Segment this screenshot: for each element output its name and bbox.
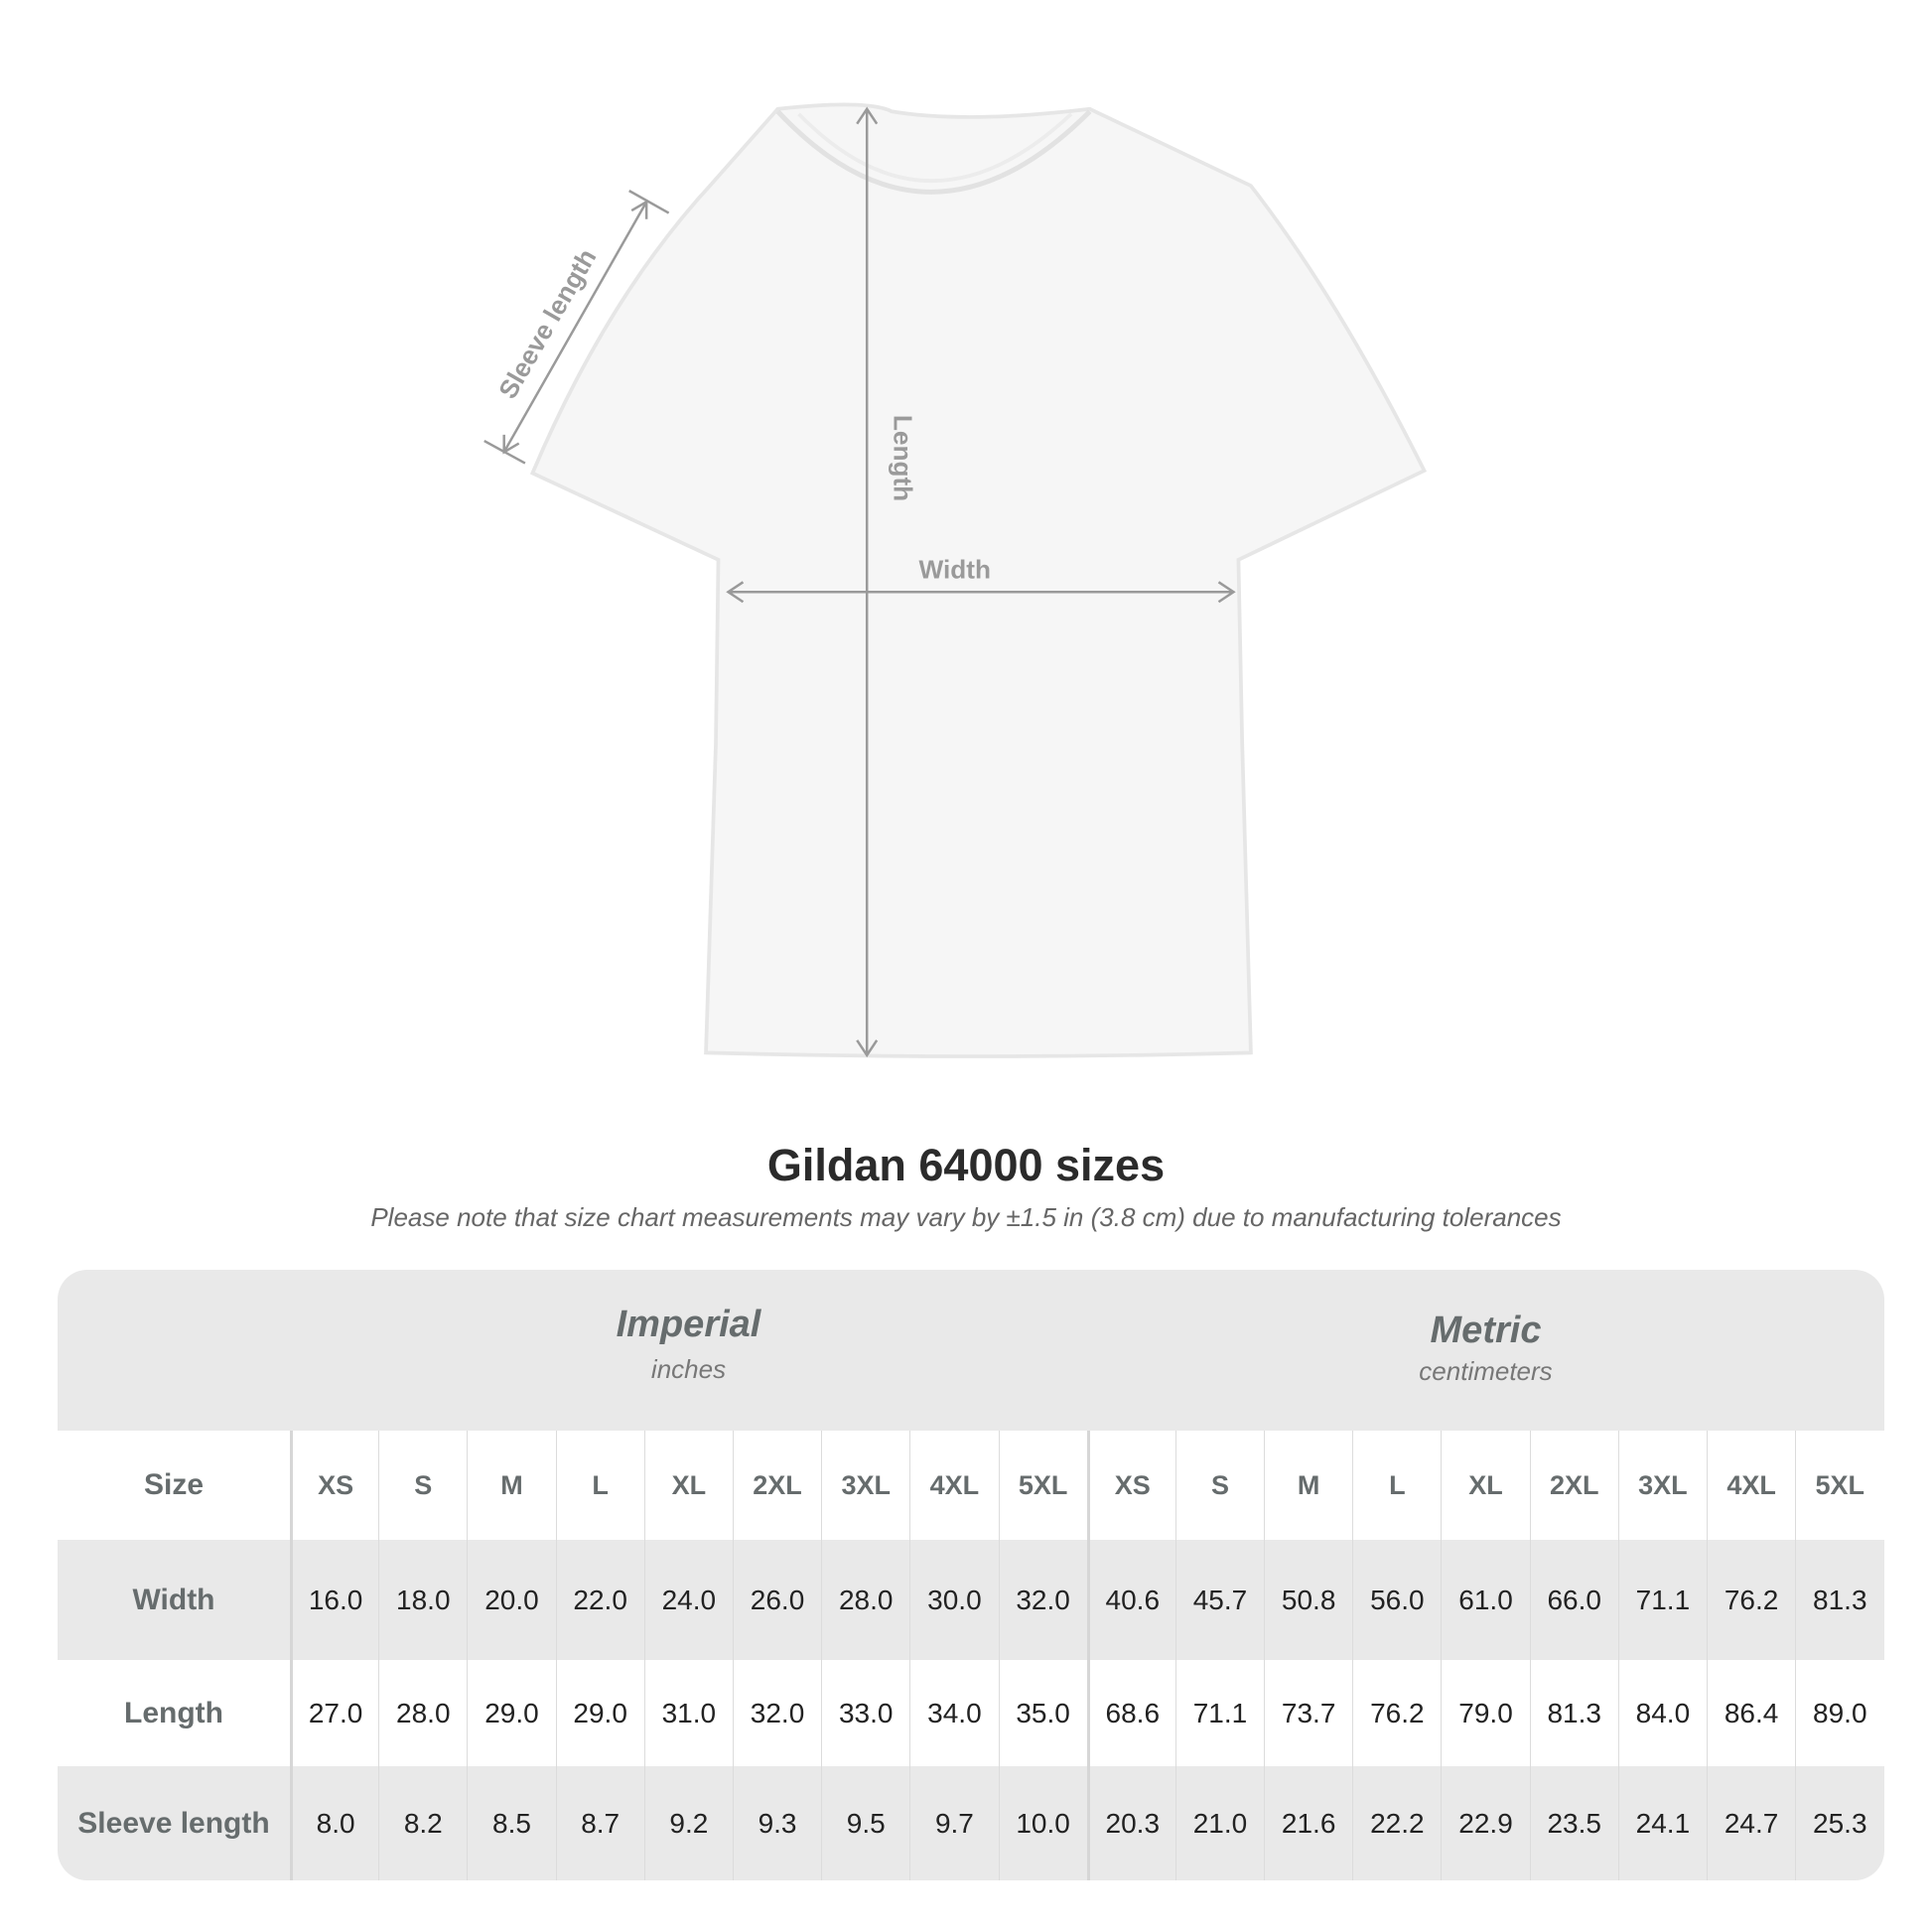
row-label: Width bbox=[132, 1583, 215, 1616]
sleeve-length-arrow bbox=[502, 201, 648, 453]
imperial-value: 9.5 bbox=[821, 1766, 909, 1880]
metric-value: 20.3 bbox=[1086, 1766, 1175, 1880]
imperial-value: 26.0 bbox=[732, 1540, 821, 1660]
imperial-value: 32.0 bbox=[732, 1660, 821, 1766]
row-label: Sleeve length bbox=[77, 1806, 270, 1840]
imperial-value: 10.0 bbox=[998, 1766, 1087, 1880]
imperial-value: 22.0 bbox=[555, 1540, 644, 1660]
metric-value: 40.6 bbox=[1086, 1540, 1175, 1660]
imperial-value: 18.0 bbox=[378, 1540, 467, 1660]
metric-value: 25.3 bbox=[1795, 1766, 1883, 1880]
imperial-value: 8.2 bbox=[378, 1766, 467, 1880]
metric-size-header: 3XL bbox=[1617, 1431, 1707, 1540]
metric-value: 81.3 bbox=[1529, 1660, 1618, 1766]
imperial-value: 32.0 bbox=[998, 1540, 1087, 1660]
imperial-size-header: XL bbox=[643, 1431, 733, 1540]
imperial-value: 8.5 bbox=[467, 1766, 555, 1880]
metric-size-header: 5XL bbox=[1795, 1431, 1883, 1540]
collar bbox=[775, 109, 1092, 195]
metric-size-header: S bbox=[1174, 1431, 1264, 1540]
metric-size-header: XS bbox=[1086, 1431, 1175, 1540]
metric-value: 66.0 bbox=[1529, 1540, 1618, 1660]
metric-size-header: M bbox=[1264, 1431, 1352, 1540]
imperial-value: 8.7 bbox=[555, 1766, 644, 1880]
table-row: Length 27.0 28.0 29.0 29.0 31.0 32.0 33.0 34.0 35… bbox=[58, 1660, 1884, 1766]
imperial-size-header: L bbox=[555, 1431, 644, 1540]
metric-value: 84.0 bbox=[1617, 1660, 1707, 1766]
metric-value: 22.9 bbox=[1441, 1766, 1529, 1880]
metric-value: 56.0 bbox=[1352, 1540, 1441, 1660]
table-row: Width 16.0 18.0 20.0 22.0 24.0 26.0 28.0 30.0 32.… bbox=[58, 1540, 1884, 1660]
metric-value: 61.0 bbox=[1441, 1540, 1529, 1660]
imperial-value: 20.0 bbox=[467, 1540, 555, 1660]
metric-value: 89.0 bbox=[1795, 1660, 1883, 1766]
imperial-value: 35.0 bbox=[998, 1660, 1087, 1766]
metric-value: 21.0 bbox=[1174, 1766, 1264, 1880]
imperial-value: 24.0 bbox=[643, 1540, 733, 1660]
imperial-size-header: S bbox=[378, 1431, 467, 1540]
metric-value: 73.7 bbox=[1264, 1660, 1352, 1766]
page-title: Gildan 64000 sizes bbox=[766, 1140, 1166, 1190]
imperial-value: 29.0 bbox=[555, 1660, 644, 1766]
imperial-value: 31.0 bbox=[643, 1660, 733, 1766]
metric-value: 24.1 bbox=[1617, 1766, 1707, 1880]
imperial-value: 30.0 bbox=[909, 1540, 998, 1660]
size-table: Imperial inches Metric centimeters Size X… bbox=[58, 1270, 1884, 1880]
table-row: Sleeve length 8.0 8.2 8.5 8.7 9.2 9.3 9.5 9.7 10.… bbox=[58, 1766, 1884, 1880]
metric-unit: centimeters bbox=[1419, 1356, 1553, 1386]
metric-value: 21.6 bbox=[1264, 1766, 1352, 1880]
imperial-value: 9.7 bbox=[909, 1766, 998, 1880]
metric-size-header: 2XL bbox=[1529, 1431, 1618, 1540]
metric-size-header: XL bbox=[1441, 1431, 1529, 1540]
metric-value: 50.8 bbox=[1264, 1540, 1352, 1660]
row-label: Length bbox=[124, 1696, 223, 1729]
size-label: Size bbox=[143, 1468, 205, 1501]
metric-value: 22.2 bbox=[1352, 1766, 1441, 1880]
imperial-value: 27.0 bbox=[290, 1660, 378, 1766]
length-label: Length bbox=[889, 415, 918, 501]
metric-value: 79.0 bbox=[1441, 1660, 1529, 1766]
tshirt-shape bbox=[529, 102, 1428, 1058]
metric-size-header: 4XL bbox=[1707, 1431, 1795, 1540]
imperial-title: Imperial bbox=[616, 1304, 761, 1345]
imperial-size-header: 5XL bbox=[998, 1431, 1087, 1540]
imperial-value: 28.0 bbox=[378, 1660, 467, 1766]
size-header-row: Size XS S M L XL 2XL 3XL 4XL 5XL XS S M L XL 2XL 3XL 4XL 5… bbox=[58, 1431, 1884, 1540]
imperial-value: 9.2 bbox=[643, 1766, 733, 1880]
metric-size-header: L bbox=[1352, 1431, 1441, 1540]
imperial-value: 33.0 bbox=[821, 1660, 909, 1766]
imperial-value: 34.0 bbox=[909, 1660, 998, 1766]
metric-value: 81.3 bbox=[1795, 1540, 1883, 1660]
metric-value: 76.2 bbox=[1352, 1660, 1441, 1766]
metric-value: 24.7 bbox=[1707, 1766, 1795, 1880]
imperial-value: 8.0 bbox=[290, 1766, 378, 1880]
imperial-size-header: M bbox=[467, 1431, 555, 1540]
metric-header: Metric centimeters bbox=[1087, 1270, 1884, 1431]
width-label: Width bbox=[919, 555, 991, 585]
metric-value: 76.2 bbox=[1707, 1540, 1795, 1660]
imperial-value: 16.0 bbox=[290, 1540, 378, 1660]
imperial-value: 29.0 bbox=[467, 1660, 555, 1766]
imperial-size-header: 4XL bbox=[909, 1431, 998, 1540]
tolerance-note: Please note that size chart measurements… bbox=[370, 1202, 1562, 1232]
metric-value: 23.5 bbox=[1529, 1766, 1618, 1880]
imperial-value: 28.0 bbox=[821, 1540, 909, 1660]
metric-title: Metric bbox=[1430, 1310, 1542, 1351]
metric-value: 86.4 bbox=[1707, 1660, 1795, 1766]
imperial-header: Imperial inches bbox=[290, 1270, 1087, 1431]
imperial-unit: inches bbox=[650, 1354, 727, 1384]
imperial-size-header: 2XL bbox=[732, 1431, 821, 1540]
imperial-size-header: XS bbox=[290, 1431, 378, 1540]
metric-value: 71.1 bbox=[1174, 1660, 1264, 1766]
metric-value: 45.7 bbox=[1174, 1540, 1264, 1660]
measurement-arrows bbox=[483, 106, 1236, 1058]
metric-value: 71.1 bbox=[1617, 1540, 1707, 1660]
imperial-value: 9.3 bbox=[732, 1766, 821, 1880]
metric-value: 68.6 bbox=[1086, 1660, 1175, 1766]
imperial-size-header: 3XL bbox=[821, 1431, 909, 1540]
